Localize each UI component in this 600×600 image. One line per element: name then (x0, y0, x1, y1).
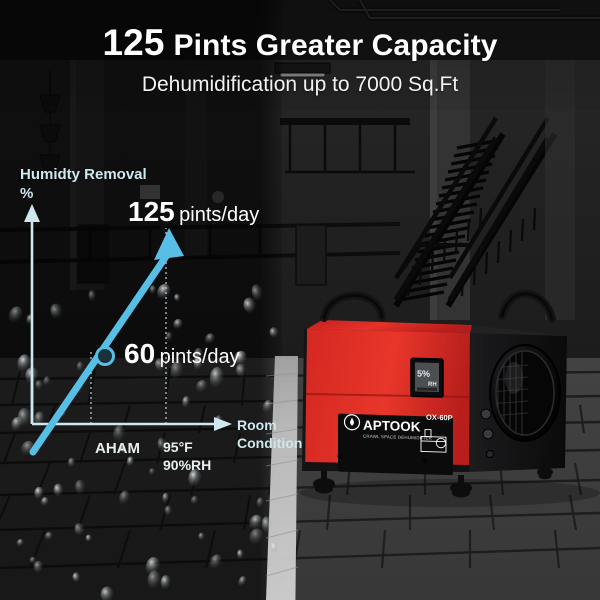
svg-text:RH: RH (428, 382, 437, 388)
svg-text:5%: 5% (417, 368, 430, 378)
svg-text:APTOOK: APTOOK (363, 418, 421, 435)
svg-text:OX-60P: OX-60P (426, 413, 453, 423)
